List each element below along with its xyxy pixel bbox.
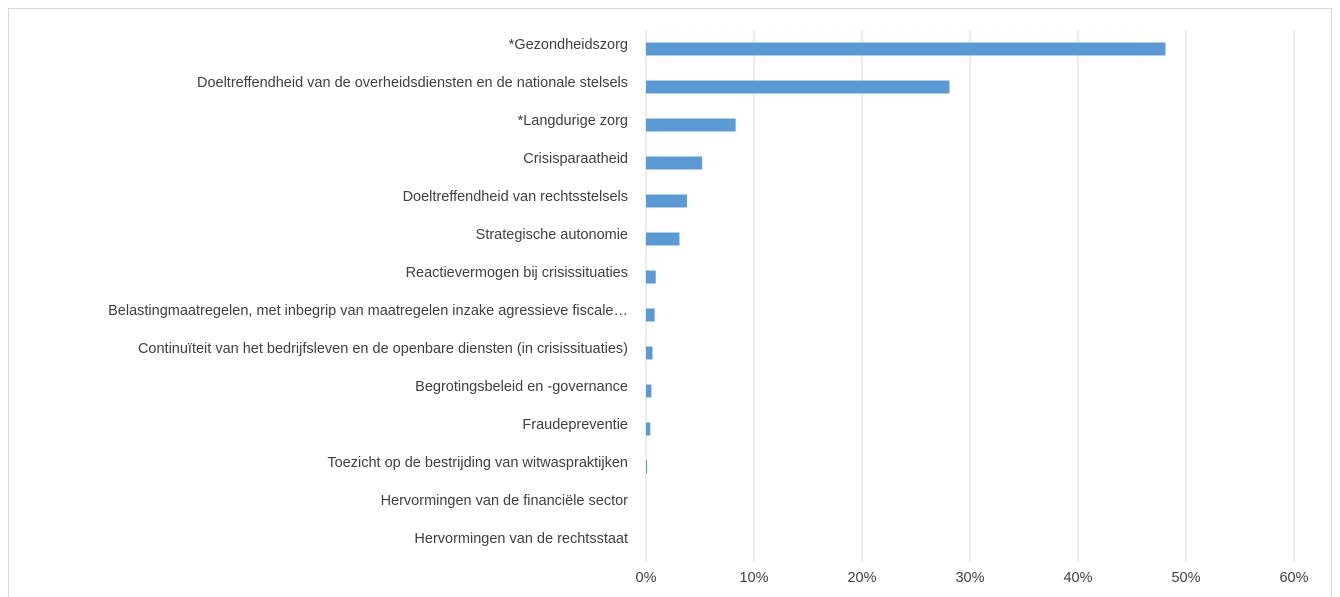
x-tick-label: 10% [739,570,768,586]
y-tick-label: Belastingmaatregelen, met inbegrip van m… [108,303,628,319]
x-tick-label: 0% [636,570,657,586]
x-tick-label: 60% [1279,570,1308,586]
bar [646,270,656,284]
bar [646,460,648,474]
y-tick-label: Begrotingsbeleid en -governance [415,379,628,395]
x-tick-label: 40% [1063,570,1092,586]
y-tick-label: Hervormingen van de financiële sector [381,493,629,509]
x-tick-label: 50% [1171,570,1200,586]
bar [646,156,703,170]
y-tick-label: Doeltreffendheid van rechtsstelsels [403,189,628,205]
chart-frame [8,8,1332,597]
y-tick-label: *Gezondheidszorg [509,37,628,53]
x-tick-label: 30% [955,570,984,586]
bar [646,308,655,322]
bar [646,194,688,208]
y-tick-label: Toezicht op de bestrijding van witwaspra… [327,455,628,471]
y-tick-label: Fraudepreventie [522,417,628,433]
x-tick-label: 20% [847,570,876,586]
bar [646,118,736,132]
y-tick-label: Hervormingen van de rechtsstaat [414,531,628,547]
bar [646,346,653,360]
y-tick-label: Reactievermogen bij crisissituaties [406,265,628,281]
bar [646,422,651,436]
bar [646,384,652,398]
bar [646,42,1166,56]
y-tick-label: Strategische autonomie [476,227,628,243]
y-tick-label: Doeltreffendheid van de overheidsdienste… [197,75,628,91]
y-tick-label: Continuïteit van het bedrijfsleven en de… [138,341,628,357]
y-tick-label: Crisisparaatheid [523,151,628,167]
bar [646,232,680,246]
y-tick-label: *Langdurige zorg [518,113,628,129]
bar [646,80,950,94]
